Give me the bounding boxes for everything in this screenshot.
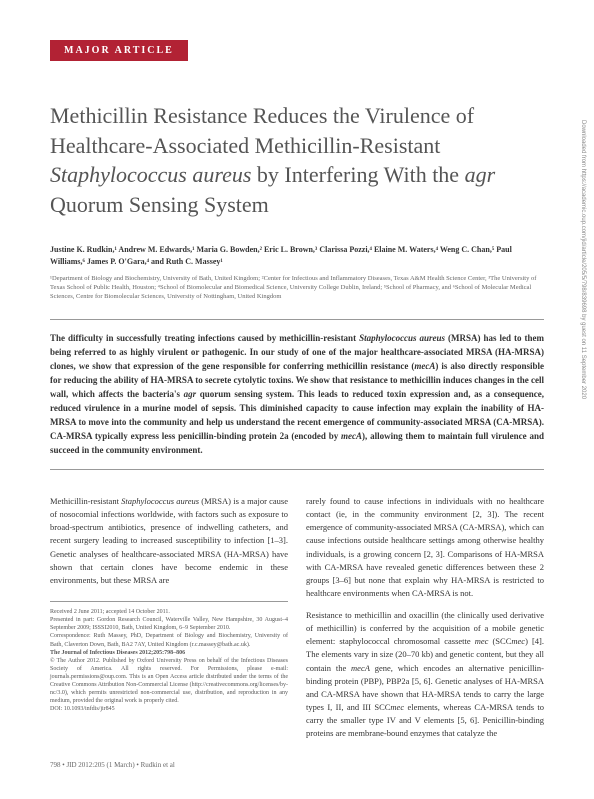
title-text: Quorum Sensing System [50,192,269,217]
footnote-presented: Presented in part: Gordon Research Counc… [50,616,288,632]
page-footer: 798 • JID 2012:205 (1 March) • Rudkin et… [50,761,544,769]
abstract-italic: mecA [414,361,435,371]
body-text: (SCC [488,636,511,646]
column-right: rarely found to cause infections in indi… [306,486,544,749]
body-italic: mec [390,702,404,712]
affiliations: ¹Department of Biology and Biochemistry,… [50,274,544,301]
body-italic: mec [511,636,525,646]
abstract-text: The difficulty in successfully treating … [50,333,359,343]
page: MAJOR ARTICLE Methicillin Resistance Red… [0,0,594,799]
body-italic: Staphylococcus aureus [121,496,199,506]
authors-list: Justine K. Rudkin,¹ Andrew M. Edwards,¹ … [50,244,544,268]
footnote-journal: The Journal of Infectious Diseases 2012;… [50,649,288,657]
title-text: Methicillin Resistance Reduces the Virul… [50,103,474,158]
article-type-badge: MAJOR ARTICLE [50,40,188,61]
article-title: Methicillin Resistance Reduces the Virul… [50,101,544,220]
body-text: (MRSA) is a major cause of nosocomial in… [50,496,288,585]
body-paragraph: Methicillin-resistant Staphylococcus aur… [50,495,288,587]
body-paragraph: rarely found to cause infections in indi… [306,495,544,600]
footnote-doi: DOI: 10.1093/infdis/jir845 [50,705,288,713]
download-sidenote: Downloaded from https://academic.oup.com… [580,120,586,399]
footnote-received: Received 2 June 2011; accepted 14 Octobe… [50,608,288,616]
abstract-italic: mecA [341,431,362,441]
abstract-italic: agr [184,389,197,399]
body-italic: mec [475,636,489,646]
body-text: Methicillin-resistant [50,496,121,506]
body-italic: mecA [351,663,370,673]
footnote-correspondence: Correspondence: Ruth Massey, PhD, Depart… [50,632,288,648]
abstract-italic: Staphylococcus aureus [359,333,445,343]
body-columns: Methicillin-resistant Staphylococcus aur… [50,486,544,749]
title-italic-species: Staphylococcus aureus [50,162,251,187]
body-paragraph: Resistance to methicillin and oxacillin … [306,609,544,741]
column-left: Methicillin-resistant Staphylococcus aur… [50,486,288,749]
footnote-copyright: © The Author 2012. Published by Oxford U… [50,657,288,706]
title-text: by Interfering With the [251,162,464,187]
abstract: The difficulty in successfully treating … [50,319,544,470]
title-italic-agr: agr [465,162,496,187]
footnote-box: Received 2 June 2011; accepted 14 Octobe… [50,601,288,713]
